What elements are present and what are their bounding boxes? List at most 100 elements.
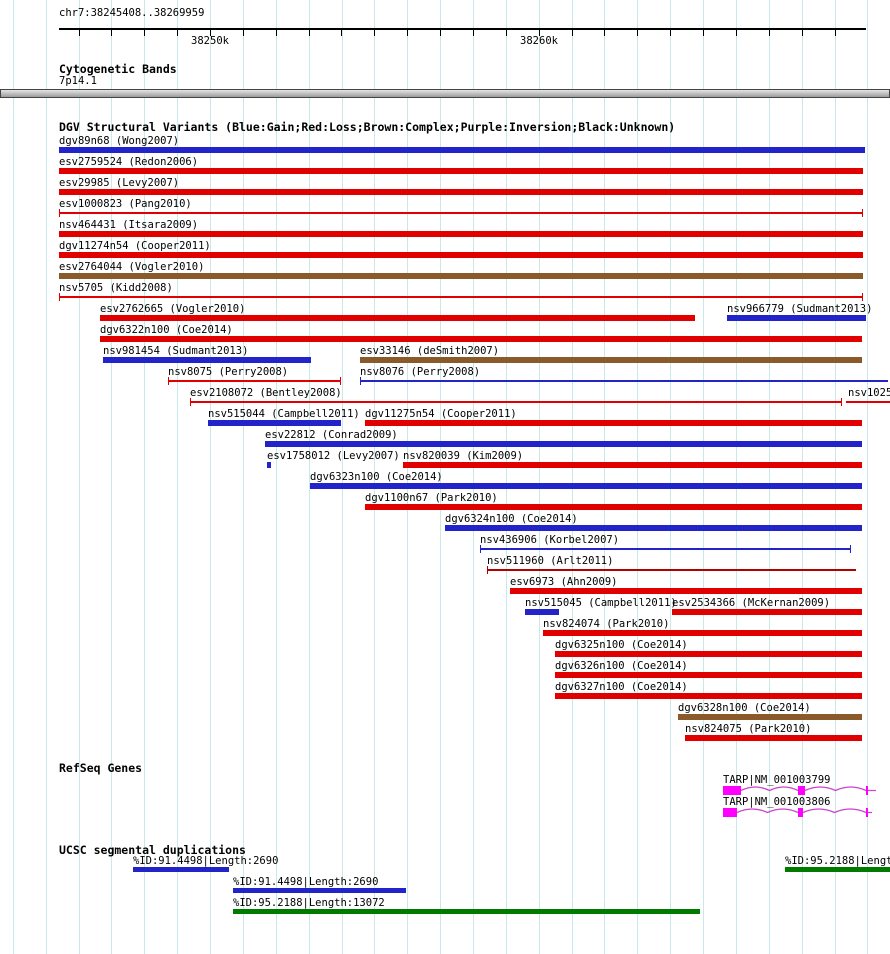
variant-bar-end <box>59 209 60 217</box>
variant-bar[interactable] <box>267 462 271 468</box>
variant-bar[interactable] <box>365 420 862 426</box>
gene-label: TARP|NM_001003799 <box>723 774 831 786</box>
variant-bar[interactable] <box>59 231 863 237</box>
ruler-tick <box>571 30 573 36</box>
variant-bar[interactable] <box>403 462 862 468</box>
segdup-label: %ID:95.2188|Lengt <box>785 855 890 867</box>
segdup-bar[interactable] <box>133 867 229 872</box>
variant-bar[interactable] <box>310 483 862 489</box>
variant-bar[interactable] <box>360 380 888 382</box>
variant-bar[interactable] <box>59 189 863 195</box>
ruler-tick <box>275 30 277 36</box>
variant-bar-end <box>480 545 481 553</box>
variant-label: dgv6324n100 (Coe2014) <box>445 513 578 525</box>
variant-bar[interactable] <box>103 357 311 363</box>
segdup-bar[interactable] <box>785 867 890 872</box>
ruler-line <box>59 28 866 30</box>
variant-label: esv33146 (deSmith2007) <box>360 345 500 357</box>
cytoband-name: 7p14.1 <box>59 75 97 87</box>
variant-bar[interactable] <box>59 296 863 298</box>
variant-bar[interactable] <box>727 315 866 321</box>
grid-line <box>144 0 146 954</box>
ruler-tick <box>834 30 836 36</box>
grid-line <box>538 0 540 954</box>
grid-line <box>440 0 442 954</box>
gene-exon <box>798 786 805 795</box>
variant-bar[interactable] <box>510 588 862 594</box>
variant-bar[interactable] <box>59 168 863 174</box>
grid-line <box>768 0 770 954</box>
variant-bar[interactable] <box>678 714 862 720</box>
gene-end-tick <box>866 786 868 795</box>
variant-bar[interactable] <box>543 630 862 636</box>
variant-label: nsv464431 (Itsara2009) <box>59 219 199 231</box>
variant-label: dgv11274n54 (Cooper2011) <box>59 240 211 252</box>
grid-line <box>834 0 836 954</box>
variant-bar[interactable] <box>59 212 863 214</box>
gene-intron-line <box>740 786 876 792</box>
variant-bar[interactable] <box>208 420 341 426</box>
grid-line <box>637 0 639 954</box>
refseq-track-title: RefSeq Genes <box>59 761 143 775</box>
variant-bar[interactable] <box>555 651 862 657</box>
grid-line <box>308 0 310 954</box>
gene-exon <box>723 786 741 795</box>
grid-line <box>505 0 507 954</box>
ruler-tick <box>538 30 540 36</box>
variant-bar[interactable] <box>445 525 862 531</box>
variant-label: esv2534366 (McKernan2009) <box>672 597 831 609</box>
variant-bar[interactable] <box>487 569 856 571</box>
ruler-tick <box>308 30 310 36</box>
variant-label: dgv89n68 (Wong2007) <box>59 135 180 147</box>
variant-label: nsv981454 (Sudmant2013) <box>103 345 249 357</box>
variant-bar[interactable] <box>59 273 863 279</box>
variant-bar-end <box>862 209 863 217</box>
variant-label: dgv6327n100 (Coe2014) <box>555 681 688 693</box>
variant-label: esv22812 (Conrad2009) <box>265 429 398 441</box>
variant-bar[interactable] <box>846 401 890 403</box>
variant-bar[interactable] <box>365 504 862 510</box>
variant-label: esv2764044 (Vogler2010) <box>59 261 205 273</box>
variant-label: nsv824074 (Park2010) <box>543 618 670 630</box>
variant-label: dgv6326n100 (Coe2014) <box>555 660 688 672</box>
ruler-tick <box>144 30 146 36</box>
variant-bar[interactable] <box>190 401 842 403</box>
variant-bar[interactable] <box>100 336 862 342</box>
variant-bar[interactable] <box>265 441 862 447</box>
grid-line <box>472 0 474 954</box>
ruler-tick <box>374 30 376 36</box>
ruler-tick <box>801 30 803 36</box>
variant-bar-end <box>168 377 169 385</box>
grid-line <box>12 0 14 954</box>
variant-bar[interactable] <box>525 609 559 615</box>
variant-label: nsv515045 (Campbell2011) <box>525 597 677 609</box>
variant-bar[interactable] <box>555 693 862 699</box>
segdup-bar[interactable] <box>233 888 406 893</box>
variant-bar[interactable] <box>672 609 862 615</box>
variant-bar[interactable] <box>59 252 863 258</box>
ruler-tick <box>341 30 343 36</box>
variant-label: nsv511960 (Arlt2011) <box>487 555 614 567</box>
variant-bar-end <box>340 377 341 385</box>
gene-glyph[interactable] <box>720 803 880 821</box>
segdup-bar[interactable] <box>233 909 700 914</box>
variant-label: nsv824075 (Park2010) <box>685 723 812 735</box>
grid-line <box>341 0 343 954</box>
grid-line <box>275 0 277 954</box>
variant-bar-end <box>360 377 361 385</box>
variant-bar[interactable] <box>360 357 862 363</box>
variant-label: nsv1025 <box>848 387 890 399</box>
variant-bar[interactable] <box>100 315 695 321</box>
variant-bar[interactable] <box>555 672 862 678</box>
gene-glyph[interactable] <box>720 781 884 799</box>
ruler-tick <box>242 30 244 36</box>
variant-bar[interactable] <box>168 380 341 382</box>
variant-bar[interactable] <box>59 147 865 153</box>
grid-line <box>571 0 573 954</box>
gene-intron-line <box>736 808 872 814</box>
variant-bar[interactable] <box>685 735 862 741</box>
ruler-tick <box>703 30 705 36</box>
variant-label: dgv1100n67 (Park2010) <box>365 492 498 504</box>
variant-bar[interactable] <box>480 548 851 550</box>
